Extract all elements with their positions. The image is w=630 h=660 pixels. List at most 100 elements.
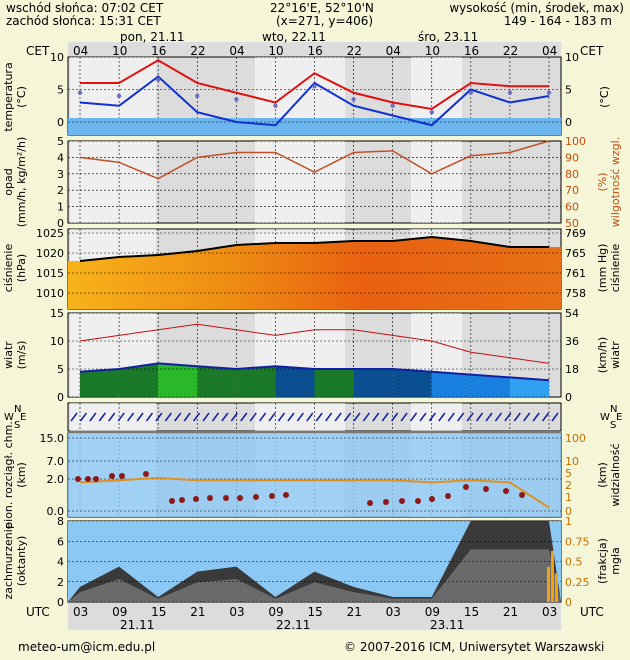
wind-arrow xyxy=(325,412,333,422)
dir-letter-W-right: W xyxy=(600,412,610,423)
utc-footer-bar xyxy=(68,602,561,630)
temp-point xyxy=(195,93,200,99)
cloudcover-axis-title: zachmurzenie(oktanty) xyxy=(2,522,28,599)
wind-arrow xyxy=(362,412,370,422)
y-tick-left: 2.0 xyxy=(47,473,65,486)
y-tick-right: 100 xyxy=(565,135,586,148)
cet-tick-label: 10 xyxy=(112,44,127,58)
wind-speed-segment xyxy=(431,371,471,397)
y-tick-right: 1 xyxy=(565,491,572,504)
utc-tick-label: 15 xyxy=(151,605,166,619)
wind-speed-segment xyxy=(197,366,237,397)
wind-arrow xyxy=(353,412,361,422)
y-tick-left: 0 xyxy=(57,391,64,404)
utc-tick-label: 03 xyxy=(386,605,401,619)
wind-arrow xyxy=(466,412,474,422)
utc-tick-label: 09 xyxy=(425,605,440,619)
pressure-area xyxy=(68,237,561,309)
wind-arrow xyxy=(523,412,531,422)
pressure-line xyxy=(79,235,549,262)
wind-arrow xyxy=(259,412,267,422)
day-label: wto, 22.11 xyxy=(262,30,326,44)
wind-speed-line xyxy=(79,362,550,382)
cloud-base-point xyxy=(383,499,389,505)
below-zero-band xyxy=(68,118,561,135)
cloud-cover-low-area xyxy=(68,549,561,602)
cloud-base-point xyxy=(253,494,259,500)
pressure-axis-title-right: (mm Hg)ciśnienie xyxy=(596,244,622,293)
cloud-base-point xyxy=(75,476,81,482)
temp-axis-title: temperatura(°C) xyxy=(2,62,28,131)
cloudbase-axis-title: pion. rozciągł. chm.(km) xyxy=(2,421,28,529)
cloud-base-point xyxy=(399,498,405,504)
y-tick-left: 15.0 xyxy=(40,432,65,445)
y-tick-right: 10 xyxy=(565,455,579,468)
wind-arrow xyxy=(419,412,427,422)
utc-label-right: UTC xyxy=(580,605,604,619)
wind-arrow xyxy=(221,412,229,422)
precip-axis-title-line: (mm/h, kg/m²/h) xyxy=(15,137,28,228)
y-tick-right: 0.25 xyxy=(565,576,590,589)
elevation-label: wysokość (min, środek, max) xyxy=(449,1,624,15)
sunset-text: zachód słońca: 15:31 CET xyxy=(6,14,161,28)
wind-arrow xyxy=(428,412,436,422)
y-tick-right: 2 xyxy=(565,479,572,492)
cloud-base-point xyxy=(207,495,213,501)
fog-bar xyxy=(551,550,554,602)
y-tick-left: 4 xyxy=(57,151,64,164)
temp-point xyxy=(77,90,83,95)
y-tick-right: 1 xyxy=(565,515,572,528)
y-tick-right: 0 xyxy=(565,391,572,404)
y-tick-left: 2 xyxy=(57,184,64,197)
temp-axis-title-right-line: (°C) xyxy=(598,86,611,108)
wind-speed-segment xyxy=(236,366,276,397)
utc-tick-label: 09 xyxy=(112,605,127,619)
wind-arrow xyxy=(174,412,182,422)
y-tick-right: 54 xyxy=(565,307,579,320)
wind-arrow xyxy=(400,412,408,422)
wind-arrow xyxy=(145,412,154,422)
dir-letter-W: W xyxy=(4,412,14,423)
cloud-base-point xyxy=(483,486,489,492)
y-tick-right: 765 xyxy=(565,247,586,260)
wind-arrow xyxy=(532,412,540,422)
temp-min-line xyxy=(79,75,550,127)
temp-axis-title-right: (°C) xyxy=(598,86,611,108)
temp-point xyxy=(390,103,395,108)
cet-tick-label: 04 xyxy=(229,44,244,58)
y-tick-left: 5 xyxy=(57,363,64,376)
sky-area xyxy=(68,433,561,517)
wind-arrow xyxy=(391,412,399,422)
cloud-cover-area xyxy=(68,521,561,602)
y-tick-left: 0 xyxy=(57,116,64,129)
cloudcover-axis-title-line: (oktanty) xyxy=(15,536,28,587)
y-tick-left: 0 xyxy=(57,217,64,230)
dir-letter-E-right: E xyxy=(616,412,622,423)
temp-point xyxy=(155,77,161,82)
utc-tick-label: 15 xyxy=(464,605,479,619)
y-tick-right: 100 xyxy=(565,432,586,445)
y-tick-right: 761 xyxy=(565,267,586,280)
cloud-base-point xyxy=(429,496,435,502)
wind-axis-title-right: (km/h)wiatr xyxy=(596,337,622,373)
dir-letter-N-right: N xyxy=(610,404,617,415)
sunrise-text: wschód słońca: 07:02 CET xyxy=(6,1,164,15)
y-tick-right: 10 xyxy=(565,51,579,64)
y-tick-right: 5 xyxy=(565,84,572,97)
cet-label: CET xyxy=(26,44,50,58)
cloud-base-point xyxy=(169,498,175,504)
cloud-base-point xyxy=(223,495,229,501)
wind-arrow xyxy=(70,412,78,422)
wind-arrow xyxy=(136,412,144,422)
wind-arrow xyxy=(230,412,238,422)
dir-letter-E: E xyxy=(20,412,26,423)
temp-axis-title-line: temperatura xyxy=(2,62,15,131)
wind-arrow xyxy=(343,412,352,422)
wind-speed-segment xyxy=(392,369,432,397)
wind-speed-segment xyxy=(119,363,159,397)
temp-point xyxy=(468,90,474,95)
cloud-base-point xyxy=(367,500,373,506)
footer-email[interactable]: meteo-um@icm.edu.pl xyxy=(18,640,156,654)
humidity-line xyxy=(79,140,550,180)
temp-axis-title-line: (°C) xyxy=(15,86,28,108)
